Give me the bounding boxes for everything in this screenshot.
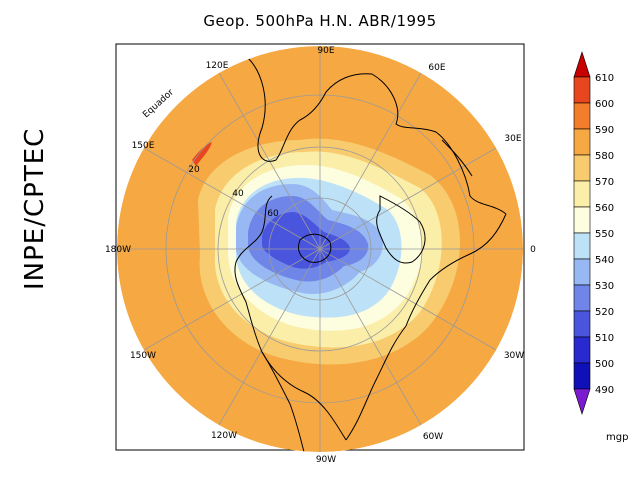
colorbar-bottom-arrow bbox=[573, 388, 591, 415]
colorbar-box bbox=[573, 258, 591, 286]
meridian-grid bbox=[117, 46, 523, 452]
colorbar-box bbox=[573, 154, 591, 182]
coast-africa bbox=[405, 213, 507, 327]
colorbar-level-label: 550 bbox=[595, 229, 614, 240]
coast-arctic-islands bbox=[297, 233, 332, 263]
coast-greenland bbox=[376, 195, 426, 264]
colorbar-level-label: 510 bbox=[595, 333, 614, 344]
colorbar-level-label: 590 bbox=[595, 125, 614, 136]
lat-label-20: 20 bbox=[188, 165, 200, 175]
colorbar-level-label: 530 bbox=[595, 281, 614, 292]
colorbar-box bbox=[573, 310, 591, 338]
colorbar-box bbox=[573, 102, 591, 130]
coast-atlantic bbox=[345, 325, 407, 441]
lat-label-40: 40 bbox=[232, 189, 244, 199]
lon-label-180w: 180W bbox=[105, 245, 131, 255]
coast-north-america bbox=[234, 195, 273, 303]
contour-510 bbox=[262, 212, 350, 269]
colorbar-box bbox=[573, 336, 591, 364]
coast-americas bbox=[245, 301, 347, 441]
colorbar-level-label: 490 bbox=[595, 385, 614, 396]
lon-label-60w: 60W bbox=[423, 432, 443, 442]
coastlines bbox=[234, 57, 507, 452]
lon-label-0: 0 bbox=[530, 245, 536, 255]
colorbar-level-label: 610 bbox=[595, 73, 614, 84]
coast-asia-europe bbox=[371, 73, 507, 215]
contour-600-patch bbox=[192, 142, 212, 166]
coast-asia-pacific bbox=[247, 57, 373, 162]
lon-label-30e: 30E bbox=[504, 134, 521, 144]
colorbar-top-arrow bbox=[573, 51, 591, 78]
colorbar-level-label: 580 bbox=[595, 151, 614, 162]
colorbar-level-label: 500 bbox=[595, 359, 614, 370]
colorbar-unit: mgp bbox=[606, 432, 628, 443]
colorbar-box bbox=[573, 232, 591, 260]
colorbar-box bbox=[573, 206, 591, 234]
colorbar-level-label: 600 bbox=[595, 99, 614, 110]
colorbar-box bbox=[573, 128, 591, 156]
colorbar-labels: 610 600 590 580 570 560 550 540 530 520 510 500 490 bbox=[595, 73, 614, 396]
map-title: Geop. 500hPa H.N. ABR/1995 bbox=[203, 12, 437, 30]
lon-label-90w: 90W bbox=[316, 455, 336, 465]
colorbar-level-label: 520 bbox=[595, 307, 614, 318]
lat-label-60: 60 bbox=[267, 209, 279, 219]
coast-central-america bbox=[261, 351, 305, 452]
lon-label-150w: 150W bbox=[130, 351, 156, 361]
colorbar-box bbox=[573, 362, 591, 390]
lon-label-90e: 90E bbox=[317, 46, 334, 56]
colorbar-level-label: 570 bbox=[595, 177, 614, 188]
colorbar-level-label: 540 bbox=[595, 255, 614, 266]
colorbar-box bbox=[573, 284, 591, 312]
lon-label-120e: 120E bbox=[206, 61, 229, 71]
colorbar-box bbox=[573, 180, 591, 208]
coast-europe-north bbox=[441, 139, 473, 177]
lon-label-30w: 30W bbox=[504, 351, 524, 361]
colorbar-boxes bbox=[573, 51, 591, 415]
colorbar-level-label: 560 bbox=[595, 203, 614, 214]
colorbar-box bbox=[573, 76, 591, 104]
lon-label-120w: 120W bbox=[211, 431, 237, 441]
lon-label-150e: 150E bbox=[132, 141, 155, 151]
lon-label-60e: 60E bbox=[428, 63, 445, 73]
